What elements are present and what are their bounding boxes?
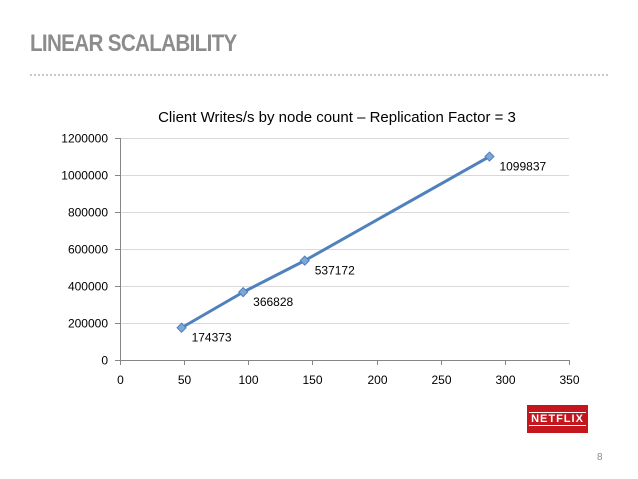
data-point-marker [484,151,495,162]
x-tick-label: 0 [117,373,124,387]
page-number: 8 [597,452,603,463]
data-point-marker [237,286,249,298]
netflix-logo-text: NETFLIX [529,412,586,426]
x-tick-label: 300 [495,373,515,387]
y-tick-label: 1200000 [61,132,108,146]
data-point-marker [299,255,310,266]
y-tick-label: 800000 [68,206,108,220]
y-tick-label: 400000 [68,280,108,294]
series-line [180,155,491,330]
netflix-logo: NETFLIX [527,405,588,433]
chart-title: Client Writes/s by node count – Replicat… [158,109,516,126]
x-tick-label: 50 [178,373,192,387]
x-tick-label: 150 [302,373,322,387]
data-label: 366828 [253,295,293,309]
y-tick-label: 200000 [68,317,108,331]
x-tick-label: 200 [367,373,387,387]
x-tick-label: 350 [559,373,579,387]
y-tick-label: 1000000 [61,169,108,183]
data-label: 537172 [315,264,355,278]
y-tick-label: 600000 [68,243,108,257]
data-label: 174373 [192,331,232,345]
data-point-marker [176,322,187,333]
data-label: 1099837 [499,160,546,174]
title-divider [30,74,608,76]
x-tick-label: 250 [431,373,451,387]
x-tick-label: 100 [238,373,258,387]
slide-title: LINEAR SCALABILITY [30,30,237,57]
y-tick-label: 0 [101,354,108,368]
